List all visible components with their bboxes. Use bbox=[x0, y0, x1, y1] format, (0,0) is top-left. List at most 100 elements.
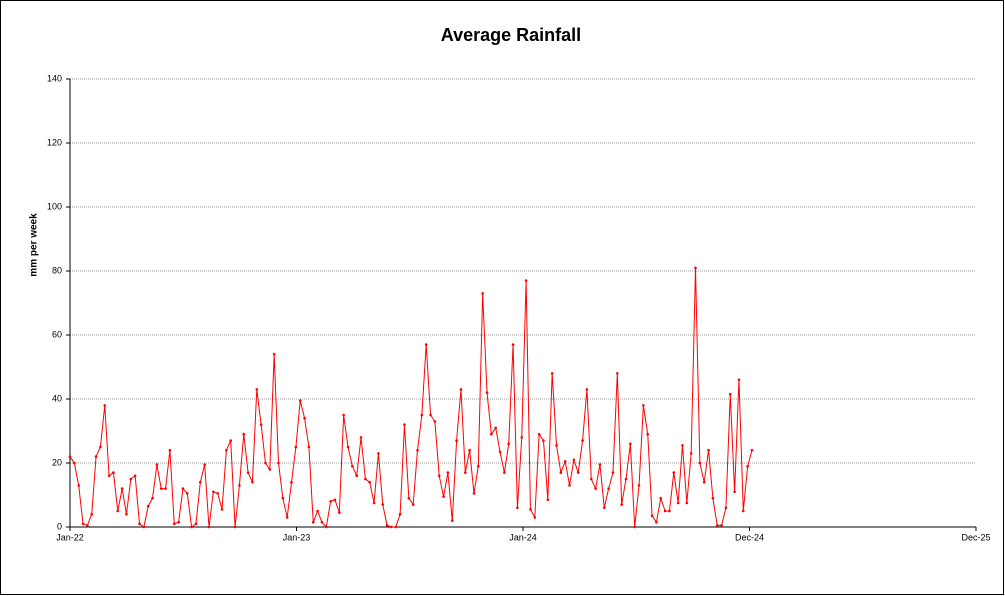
data-point bbox=[633, 525, 636, 529]
data-point bbox=[611, 471, 615, 474]
chart-title: Average Rainfall bbox=[441, 25, 581, 45]
data-point bbox=[503, 471, 506, 474]
data-point bbox=[364, 477, 367, 481]
data-point bbox=[316, 509, 319, 513]
x-tick-label: Dec-24 bbox=[735, 532, 764, 542]
data-point bbox=[81, 522, 85, 526]
data-point bbox=[524, 279, 528, 282]
data-point bbox=[702, 480, 706, 484]
data-point bbox=[585, 388, 589, 391]
data-point bbox=[450, 519, 454, 522]
data-point bbox=[589, 477, 593, 481]
data-point bbox=[437, 474, 441, 478]
data-point bbox=[207, 525, 211, 529]
data-point bbox=[264, 461, 267, 465]
data-point bbox=[142, 525, 146, 529]
data-point bbox=[181, 487, 185, 490]
data-point bbox=[403, 423, 406, 426]
data-point bbox=[681, 444, 684, 447]
data-point bbox=[602, 506, 606, 510]
data-point bbox=[616, 372, 619, 375]
data-point bbox=[359, 436, 363, 439]
data-point bbox=[372, 501, 376, 505]
data-point bbox=[220, 508, 224, 511]
data-point bbox=[281, 496, 285, 500]
data-point bbox=[381, 503, 385, 506]
data-point bbox=[190, 525, 193, 529]
data-point bbox=[194, 522, 198, 526]
data-point bbox=[676, 501, 680, 505]
data-point bbox=[68, 455, 72, 458]
data-point bbox=[307, 445, 311, 449]
data-point bbox=[555, 444, 558, 447]
data-point bbox=[663, 509, 667, 513]
data-point bbox=[94, 455, 98, 458]
data-point bbox=[86, 524, 89, 527]
data-point bbox=[546, 498, 550, 502]
y-tick-label: 20 bbox=[52, 457, 62, 467]
data-point bbox=[320, 520, 324, 524]
data-point bbox=[685, 501, 689, 505]
data-point bbox=[251, 480, 254, 484]
data-point bbox=[112, 471, 115, 474]
data-point bbox=[246, 471, 250, 474]
y-tick-label: 0 bbox=[57, 521, 62, 531]
data-point bbox=[433, 420, 437, 423]
y-tick-label: 120 bbox=[47, 137, 62, 147]
data-point bbox=[146, 504, 150, 508]
data-point bbox=[277, 461, 280, 465]
data-point bbox=[255, 388, 259, 391]
data-point bbox=[420, 413, 424, 417]
data-point bbox=[550, 372, 554, 375]
data-point bbox=[520, 436, 524, 439]
data-point bbox=[424, 343, 428, 346]
data-point bbox=[238, 484, 241, 487]
data-point bbox=[199, 480, 202, 484]
data-point bbox=[172, 522, 176, 526]
data-point bbox=[99, 445, 102, 449]
data-point bbox=[481, 292, 484, 295]
data-point bbox=[311, 520, 315, 524]
y-tick-label: 100 bbox=[47, 201, 62, 211]
data-point bbox=[259, 423, 263, 426]
data-point bbox=[138, 522, 141, 526]
data-point bbox=[346, 445, 350, 449]
data-point bbox=[715, 524, 719, 527]
data-point bbox=[694, 266, 697, 270]
data-point bbox=[598, 463, 602, 466]
data-point bbox=[103, 404, 107, 407]
data-point bbox=[511, 343, 515, 346]
data-point bbox=[576, 471, 580, 474]
data-point bbox=[285, 516, 289, 519]
data-point bbox=[737, 378, 741, 382]
data-point bbox=[750, 448, 754, 452]
data-point bbox=[572, 458, 576, 462]
data-point bbox=[442, 495, 445, 498]
data-point bbox=[90, 512, 94, 516]
data-point bbox=[385, 524, 389, 527]
data-point bbox=[185, 492, 189, 495]
data-point bbox=[607, 487, 610, 490]
data-point bbox=[155, 463, 159, 466]
data-point bbox=[459, 388, 463, 391]
data-point bbox=[516, 506, 519, 510]
data-point bbox=[468, 448, 471, 452]
data-point bbox=[290, 480, 293, 484]
data-point bbox=[272, 352, 276, 356]
data-point bbox=[411, 503, 415, 506]
data-point bbox=[698, 461, 702, 465]
data-point bbox=[741, 509, 745, 513]
data-point bbox=[416, 448, 419, 452]
data-point bbox=[485, 391, 489, 394]
data-point bbox=[724, 506, 728, 510]
data-point bbox=[233, 525, 237, 529]
data-point bbox=[407, 496, 411, 500]
data-point bbox=[642, 404, 645, 407]
data-point bbox=[333, 498, 337, 502]
data-point bbox=[498, 450, 502, 454]
data-point bbox=[728, 392, 732, 396]
data-point bbox=[655, 520, 658, 524]
y-tick-label: 80 bbox=[52, 265, 62, 275]
data-point bbox=[563, 460, 567, 463]
